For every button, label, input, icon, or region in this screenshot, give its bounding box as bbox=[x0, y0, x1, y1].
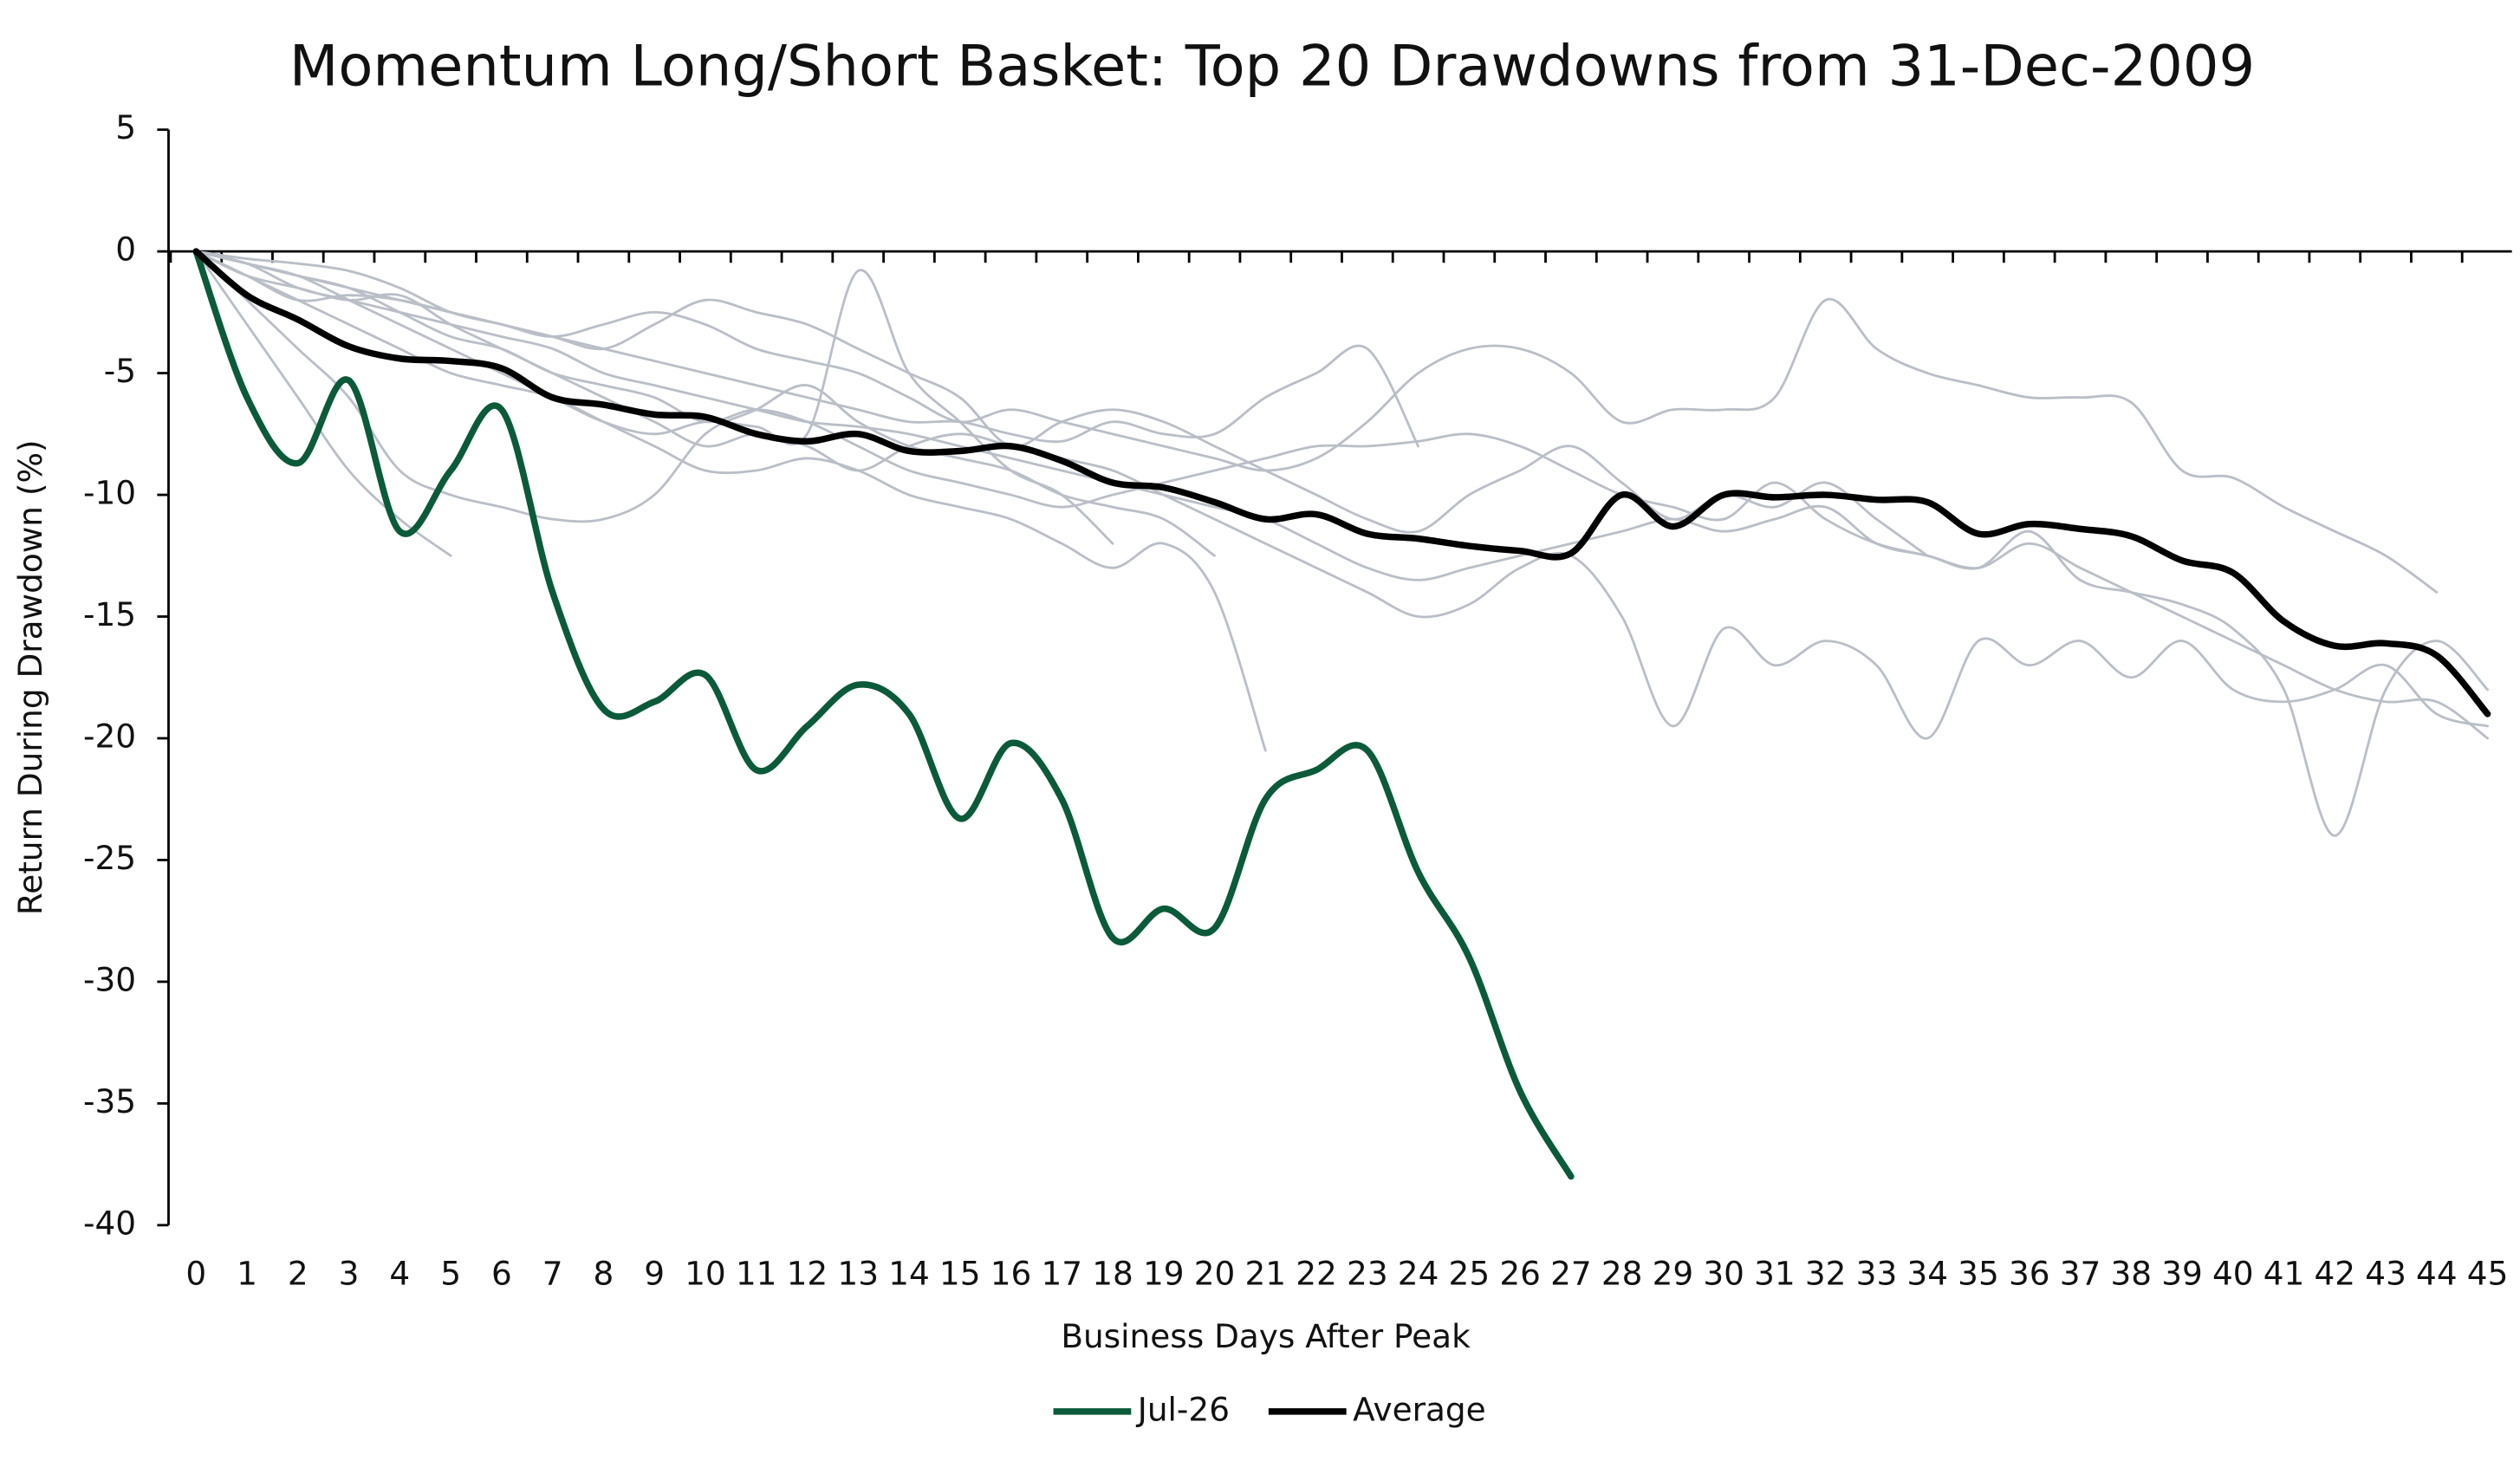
x-tick-label: 4 bbox=[389, 1254, 410, 1292]
x-tick-label: 18 bbox=[1092, 1254, 1133, 1292]
x-tick-label: 23 bbox=[1347, 1254, 1388, 1292]
x-tick-label: 44 bbox=[2416, 1254, 2458, 1292]
x-tick-label: 17 bbox=[1041, 1254, 1082, 1292]
x-axis-label: Business Days After Peak bbox=[1061, 1317, 1471, 1355]
x-tick-label: 3 bbox=[339, 1254, 360, 1292]
x-tick-label: 35 bbox=[1958, 1254, 1999, 1292]
x-tick-label: 25 bbox=[1449, 1254, 1491, 1292]
drawdown-line bbox=[194, 250, 1929, 557]
y-tick-label: -25 bbox=[83, 839, 136, 877]
x-tick-label: 8 bbox=[593, 1254, 614, 1292]
series-line bbox=[192, 248, 2491, 718]
x-tick-label: 36 bbox=[2009, 1254, 2050, 1292]
x-tick-label: 9 bbox=[644, 1254, 665, 1292]
drawdown-line bbox=[194, 250, 2490, 740]
x-tick-label: 24 bbox=[1398, 1254, 1439, 1292]
x-tick-label: 6 bbox=[491, 1254, 512, 1292]
drawdown-line bbox=[194, 250, 2439, 594]
drawdown-line bbox=[194, 250, 1216, 557]
x-tick-label: 2 bbox=[288, 1254, 309, 1292]
x-tick-label: 22 bbox=[1296, 1254, 1337, 1292]
x-tick-label: 34 bbox=[1906, 1254, 1948, 1292]
chart-title: Momentum Long/Short Basket: Top 20 Drawd… bbox=[289, 34, 2255, 100]
x-tick-label: 30 bbox=[1703, 1254, 1744, 1292]
drawdown-line bbox=[194, 250, 2490, 740]
x-tick-label: 14 bbox=[888, 1254, 930, 1292]
x-tick-label: 15 bbox=[939, 1254, 981, 1292]
x-tick-label: 28 bbox=[1601, 1254, 1643, 1292]
x-tick-label: 16 bbox=[990, 1254, 1032, 1292]
x-tick-label: 5 bbox=[440, 1254, 461, 1292]
x-tick-label: 27 bbox=[1550, 1254, 1592, 1292]
y-tick-label: -40 bbox=[83, 1204, 136, 1242]
x-tick-label: 1 bbox=[237, 1254, 257, 1292]
drawdown-line bbox=[194, 250, 1267, 752]
x-tick-label: 37 bbox=[2060, 1254, 2101, 1292]
x-tick-label: 21 bbox=[1245, 1254, 1287, 1292]
x-tick-label: 31 bbox=[1754, 1254, 1796, 1292]
x-tick-label: 26 bbox=[1499, 1254, 1541, 1292]
x-tick-label: 39 bbox=[2161, 1254, 2203, 1292]
x-tick-label: 43 bbox=[2365, 1254, 2406, 1292]
x-tick-label: 38 bbox=[2110, 1254, 2152, 1292]
x-tick-label: 41 bbox=[2263, 1254, 2305, 1292]
legend-label: Jul-26 bbox=[1136, 1390, 1230, 1428]
y-tick-label: -30 bbox=[83, 960, 136, 998]
y-tick-label: -35 bbox=[83, 1082, 136, 1120]
x-tick-label: 19 bbox=[1143, 1254, 1185, 1292]
x-tick-label: 13 bbox=[837, 1254, 879, 1292]
y-tick-label: -15 bbox=[83, 595, 136, 633]
x-tick-label: 7 bbox=[542, 1254, 563, 1292]
x-tick-label: 11 bbox=[736, 1254, 777, 1292]
x-tick-label: 32 bbox=[1805, 1254, 1847, 1292]
x-tick-label: 29 bbox=[1653, 1254, 1694, 1292]
drawdown-line bbox=[194, 250, 2490, 837]
y-tick-label: -5 bbox=[104, 352, 136, 390]
x-tick-label: 33 bbox=[1856, 1254, 1898, 1292]
x-tick-label: 0 bbox=[185, 1254, 206, 1292]
y-tick-label: 0 bbox=[115, 231, 136, 269]
x-tick-label: 20 bbox=[1194, 1254, 1236, 1292]
x-tick-label: 40 bbox=[2212, 1254, 2254, 1292]
legend-label: Average bbox=[1353, 1390, 1486, 1428]
y-tick-label: -10 bbox=[83, 474, 136, 512]
drawdown-line bbox=[194, 250, 1114, 545]
x-tick-label: 10 bbox=[685, 1254, 726, 1292]
y-tick-label: 5 bbox=[115, 108, 136, 146]
series-line bbox=[192, 248, 1575, 1180]
drawdown-line bbox=[194, 250, 1419, 448]
x-tick-label: 45 bbox=[2467, 1254, 2509, 1292]
x-tick-label: 12 bbox=[787, 1254, 828, 1292]
y-tick-label: -20 bbox=[83, 717, 136, 755]
x-tick-label: 42 bbox=[2315, 1254, 2356, 1292]
y-axis-label: Return During Drawdown (%) bbox=[11, 439, 49, 915]
drawdown-line bbox=[194, 250, 452, 557]
